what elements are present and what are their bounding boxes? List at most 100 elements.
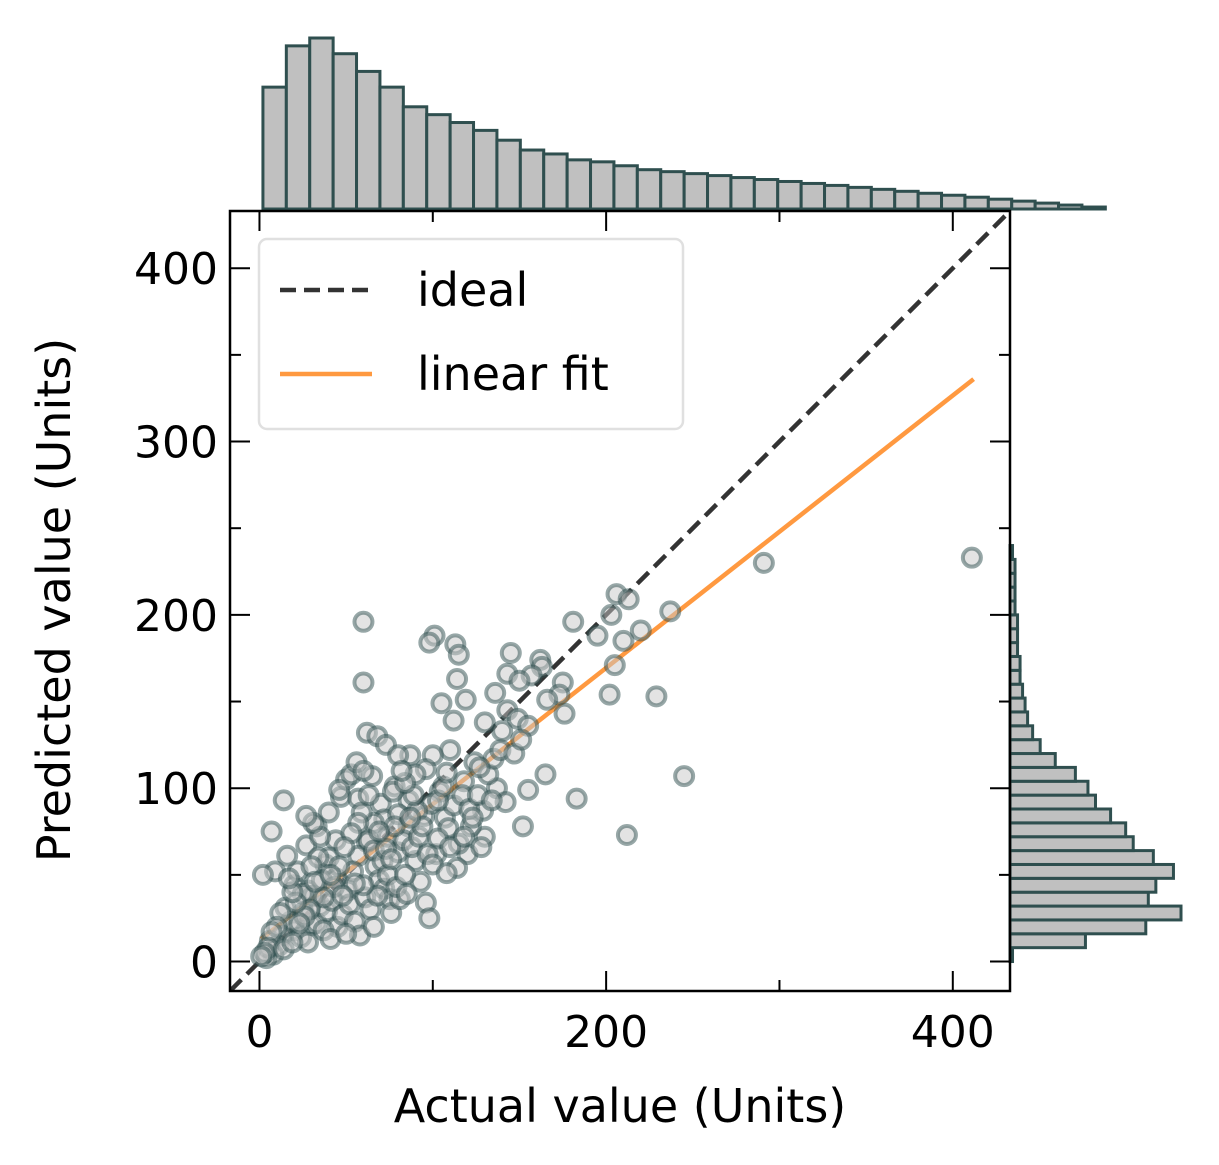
scatter-point [319,863,342,886]
scatter-point [447,643,470,666]
scatter-point [508,669,531,692]
top-hist-bar [659,170,686,211]
top-hist-bar [261,85,288,211]
right-hist-bar [1008,668,1022,686]
scatter-point [536,688,559,711]
scatter-point [499,642,522,664]
right-hist-bar [1008,904,1183,922]
scatter-point [484,681,507,704]
top-hist-bar [355,69,382,211]
scatter-point [250,945,273,968]
top-hist-bar [706,174,733,211]
top-hist-bar [752,178,780,211]
top-hist-bar [893,189,920,211]
scatter-point [418,631,441,654]
scatter-point [395,882,418,905]
scatter-point [368,820,391,843]
scatter-point [418,907,441,930]
legend: ideal linear fit [257,237,685,431]
top-hist-bar [1080,205,1107,211]
scatter-point [435,862,458,885]
top-hist-bar [495,138,522,211]
scatter-point [600,603,623,626]
top-hist-bar [729,176,756,211]
scatter-point [629,619,652,642]
scatter-point [454,688,477,711]
scatter-point [435,761,458,784]
top-hist-bar [284,44,312,211]
scatter-point [517,778,540,801]
top-hist-bar [1057,203,1084,211]
top-hist-bar [448,121,476,211]
y-tick-label: 100 [134,764,218,815]
scatter-point [752,551,775,574]
scatter-point [399,806,422,829]
top-marginal-histogram [261,36,1107,211]
scatter-point [362,915,385,938]
x-tick-label: 200 [564,1007,648,1058]
right-hist-bar [1008,724,1035,742]
scatter-point [394,863,417,886]
scatter-point [960,546,983,569]
top-hist-bar [612,164,639,211]
scatter-point [295,804,318,827]
top-hist-bar [401,105,429,211]
top-hist-bar [472,128,499,211]
scatter-point [565,787,588,810]
scatter-point [439,836,462,859]
right-hist-bar [1008,876,1158,894]
y-tick-label: 0 [190,938,218,989]
scatter-point [598,683,621,706]
scatter-point [281,931,304,954]
right-hist-bar [1008,807,1113,825]
x-axis-label: Actual value (Units) [394,1079,847,1133]
top-hist-bar [846,185,873,211]
top-hist-bar [308,36,335,211]
right-hist-bar [1008,696,1027,714]
right-hist-bar [1008,738,1042,756]
scatter-point [586,624,609,647]
top-hist-bar [1010,199,1037,211]
top-hist-bar [635,168,663,211]
y-tick-label: 200 [134,591,218,642]
scatter-point [439,739,462,762]
right-hist-bar [1008,821,1128,839]
scatter-point [317,801,340,824]
scatter-point [272,789,295,812]
top-hist-bar [963,195,990,211]
y-tick-label: 300 [134,418,218,469]
right-hist-bar [1008,710,1030,728]
right-hist-bar [1008,682,1025,700]
scatter-point [442,709,465,732]
scatter-point [446,668,469,690]
scatter-point [480,789,503,812]
scatter-points [250,546,983,970]
top-hist-bar [565,158,593,211]
right-hist-bar [1008,779,1090,797]
right-hist-bar [1008,918,1148,936]
scatter-point [617,588,640,611]
scatter-point [277,867,300,890]
scatter-point [511,815,534,838]
scatter-point [335,922,358,945]
legend-ideal-label: ideal [417,263,528,317]
scatter-point [553,702,576,725]
right-hist-bar [1008,835,1135,853]
top-hist-bar [589,160,616,211]
legend-fit-label: linear fit [417,347,609,401]
scatter-point [430,692,453,715]
plot-frame [228,209,1012,993]
top-hist-bar [425,113,452,211]
scatter-point [468,756,491,779]
top-hist-bar [940,193,967,211]
right-hist-bar [1008,654,1022,672]
scatter-point [390,759,413,782]
scatter-point [615,824,638,846]
top-hist-bar [916,191,944,211]
y-tick-label: 400 [134,244,218,295]
y-axis-label: Predicted value (Units) [27,338,81,862]
legend-box [257,237,685,431]
x-tick-label: 0 [245,1007,273,1058]
top-hist-bar [799,181,827,211]
